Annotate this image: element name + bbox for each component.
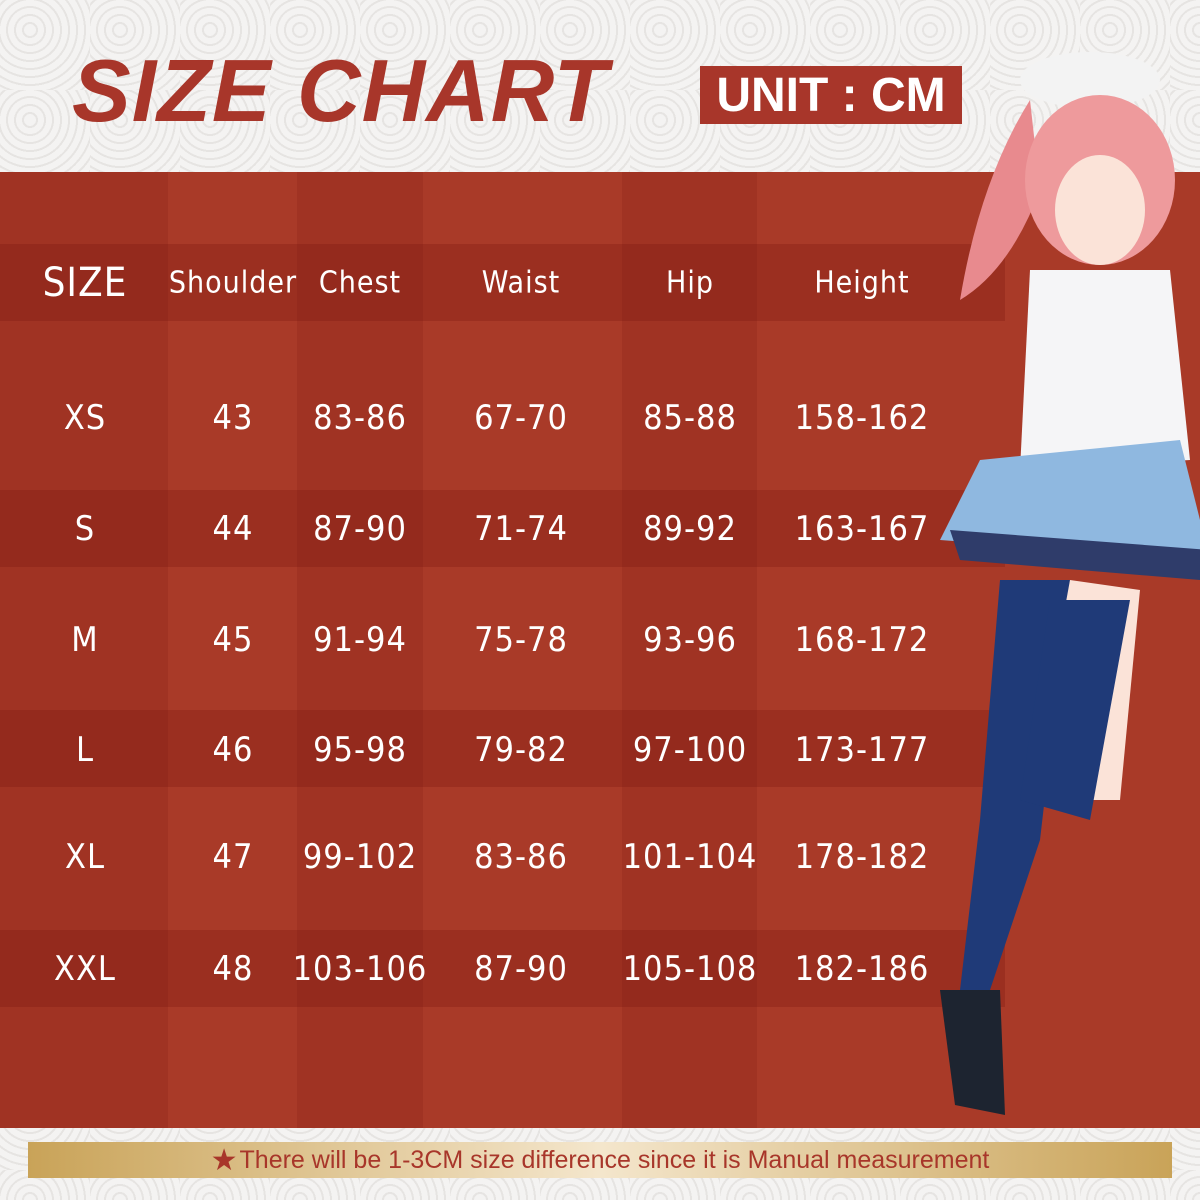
cell-shoulder: 44 (212, 509, 254, 549)
header-size: SIZE (42, 260, 128, 306)
cell-chest: 91-94 (313, 620, 407, 660)
cell-size: M (71, 620, 99, 660)
cell-height: 182-186 (794, 949, 930, 989)
star-icon: ★ (210, 1143, 238, 1177)
cell-hip: 105-108 (622, 949, 758, 989)
character-illustration (940, 52, 1200, 1115)
cell-shoulder: 47 (212, 837, 254, 877)
row-band (0, 490, 1005, 567)
cell-chest: 83-86 (313, 398, 407, 438)
unit-badge: UNIT : CM (700, 66, 962, 124)
cell-height: 168-172 (794, 620, 930, 660)
header-waist: Waist (481, 265, 561, 301)
cell-chest: 95-98 (313, 730, 407, 770)
cell-height: 158-162 (794, 398, 930, 438)
column-band (297, 172, 423, 1128)
row-band (0, 710, 1005, 787)
cell-waist: 71-74 (474, 509, 568, 549)
cell-height: 178-182 (794, 837, 930, 877)
cell-size: S (74, 509, 96, 549)
header-height: Height (814, 265, 910, 301)
cell-hip: 85-88 (643, 398, 737, 438)
cell-height: 173-177 (794, 730, 930, 770)
cell-hip: 97-100 (632, 730, 748, 770)
cell-shoulder: 46 (212, 730, 254, 770)
cell-size: XS (63, 398, 107, 438)
header-chest: Chest (318, 265, 402, 301)
cell-size: XL (65, 837, 105, 877)
cell-shoulder: 45 (212, 620, 254, 660)
cell-hip: 93-96 (643, 620, 737, 660)
column-band (0, 172, 168, 1128)
cell-height: 163-167 (794, 509, 930, 549)
cell-size: XXL (54, 949, 116, 989)
header-hip: Hip (666, 265, 714, 301)
cell-waist: 87-90 (474, 949, 568, 989)
header-shoulder: Shoulder (168, 265, 298, 301)
cell-shoulder: 48 (212, 949, 254, 989)
cell-shoulder: 43 (212, 398, 254, 438)
cell-chest: 99-102 (302, 837, 418, 877)
measurement-note: ★ There will be 1-3CM size difference si… (28, 1142, 1172, 1178)
cell-waist: 75-78 (474, 620, 568, 660)
cell-hip: 101-104 (622, 837, 758, 877)
cell-waist: 67-70 (474, 398, 568, 438)
note-text: There will be 1-3CM size difference sinc… (239, 1145, 990, 1174)
row-band (0, 930, 1005, 1007)
cell-size: L (75, 730, 95, 770)
column-band (622, 172, 757, 1128)
cell-chest: 103-106 (292, 949, 428, 989)
row-band (0, 244, 1005, 321)
page-title: SIZE CHART (72, 41, 609, 140)
cell-chest: 87-90 (313, 509, 407, 549)
cell-waist: 83-86 (474, 837, 568, 877)
cell-hip: 89-92 (643, 509, 737, 549)
cell-waist: 79-82 (474, 730, 568, 770)
